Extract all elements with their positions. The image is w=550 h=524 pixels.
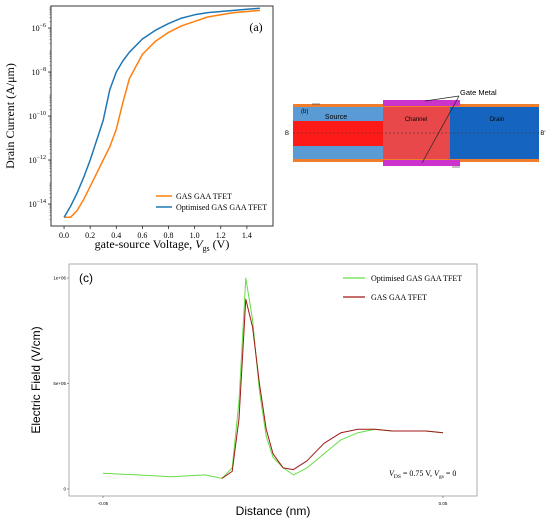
panel-a-x-tick-label: 1.4 bbox=[242, 231, 252, 240]
y-tick-exp: −8 bbox=[40, 67, 46, 73]
annotation-ds: DS bbox=[394, 474, 401, 480]
panel-c-legend: Optimised GAS GAA TFET GAS GAA TFET bbox=[343, 274, 462, 302]
y-tick-base: 10 bbox=[29, 156, 37, 165]
panel-a-x-tick-label: 0.4 bbox=[111, 231, 121, 240]
channel-label: Channel bbox=[405, 117, 427, 123]
panel-a-x-tick-label: 0.8 bbox=[164, 231, 174, 240]
panel-a-y-axis-label: Drain Current (A/μm) bbox=[3, 63, 17, 169]
y-tick-exp: −10 bbox=[37, 111, 46, 117]
panel-c-x-axis-label: Distance (nm) bbox=[236, 504, 311, 518]
panel-a-label: (a) bbox=[249, 20, 262, 34]
annotation-mid: = 0.75 V, bbox=[401, 469, 434, 478]
panel-a-y-tick-label: 10−12 bbox=[29, 155, 46, 165]
panel-a-plot-area bbox=[50, 5, 274, 227]
gate-metal-label: Gate Metal bbox=[460, 88, 497, 97]
legend-label-optimised-c: Optimised GAS GAA TFET bbox=[371, 274, 462, 283]
panel-a-ticks: 0.0 0.2 0.4 0.6 0.8 1.0 1.2 1.410−1410−1210−101… bbox=[29, 6, 252, 240]
panel-a-y-tick-label: 10−8 bbox=[32, 67, 46, 77]
drain-label: Drain bbox=[490, 117, 504, 123]
panel-a-x-axis-label: gate-source Voltage, Vgs (V) bbox=[95, 237, 230, 253]
gate-pointer-bottom bbox=[421, 95, 460, 164]
y-tick-base: 10 bbox=[29, 112, 37, 121]
panel-a-x-tick-label: 1.2 bbox=[216, 231, 226, 240]
y-tick-exp: −6 bbox=[40, 23, 46, 29]
y-tick-base: 10 bbox=[32, 68, 40, 77]
panel-a: 0.0 0.2 0.4 0.6 0.8 1.0 1.2 1.410−1410−1210−101… bbox=[3, 5, 274, 253]
panel-a-series-line-1 bbox=[63, 7, 260, 218]
gate-pointer-top bbox=[424, 95, 460, 102]
panel-c-y-axis-label: Electric Field (V/cm) bbox=[29, 326, 43, 433]
panel-a-legend: GAS GAA TFET Optimised GAS GAA TFET bbox=[156, 192, 267, 212]
panel-a-y-tick-label: 10−6 bbox=[32, 23, 46, 33]
y-tick-base: 10 bbox=[29, 200, 37, 209]
b-left-label: B bbox=[285, 131, 289, 137]
panel-c-y-tick-label: 5e+05 bbox=[53, 381, 66, 386]
source-label: Source bbox=[325, 114, 347, 121]
panel-a-x-label-sub: gs bbox=[203, 244, 210, 253]
panel-b-label: (b) bbox=[301, 109, 308, 115]
panel-c-y-tick-label: 0 bbox=[63, 486, 66, 491]
y-tick-base: 10 bbox=[32, 24, 40, 33]
panel-b-device-diagram: Gate Metal (b) Source Channel Drain B B' bbox=[285, 88, 546, 168]
panel-a-y-tick-label: 10−14 bbox=[29, 199, 46, 209]
y-tick-exp: −14 bbox=[37, 199, 46, 205]
panel-a-series bbox=[63, 7, 260, 218]
panel-c-annotation: VDS = 0.75 V, Vgs = 0 bbox=[389, 469, 456, 480]
panel-c-y-tick-label: 1e+06 bbox=[53, 276, 66, 281]
annotation-gs: gs bbox=[439, 474, 444, 480]
b-right-label: B' bbox=[540, 131, 545, 137]
panel-a-x-tick-label: 0.0 bbox=[59, 231, 69, 240]
gate-metal-bottom bbox=[383, 160, 460, 166]
annotation-v2: V bbox=[434, 469, 440, 478]
legend-label-gas-c: GAS GAA TFET bbox=[371, 293, 427, 302]
panel-c-x-tick-label: -0.05 bbox=[98, 501, 109, 506]
panel-c: -0.05 0.05 1e+06 5e+05 0 (c) Electric Field … bbox=[29, 263, 478, 518]
panel-a-series-line-0 bbox=[64, 9, 260, 218]
panel-a-y-tick-label: 10−10 bbox=[29, 111, 46, 121]
panel-a-x-tick-label: 0.6 bbox=[137, 231, 147, 240]
panel-c-ticks: -0.05 0.05 1e+06 5e+05 0 bbox=[53, 276, 448, 506]
panel-c-series-line-1 bbox=[221, 298, 444, 479]
annotation-end: = 0 bbox=[444, 469, 457, 478]
gate-metal-top bbox=[383, 100, 460, 106]
panel-c-series bbox=[102, 277, 444, 479]
panel-a-x-tick-label: 1.0 bbox=[190, 231, 200, 240]
panel-a-x-tick-label: 0.2 bbox=[85, 231, 95, 240]
panel-a-x-label-prefix: gate-source Voltage, bbox=[95, 237, 196, 251]
y-tick-exp: −12 bbox=[37, 155, 46, 161]
panel-a-x-label-var: V bbox=[195, 237, 204, 251]
legend-label-optimised: Optimised GAS GAA TFET bbox=[176, 203, 267, 212]
panel-c-x-tick-label: 0.05 bbox=[439, 501, 448, 506]
panel-c-label: (c) bbox=[79, 271, 93, 285]
source-core bbox=[293, 121, 383, 146]
legend-label-gas: GAS GAA TFET bbox=[176, 192, 232, 201]
panel-a-x-label-suffix: (V) bbox=[210, 237, 230, 251]
annotation-v1: V bbox=[389, 469, 395, 478]
